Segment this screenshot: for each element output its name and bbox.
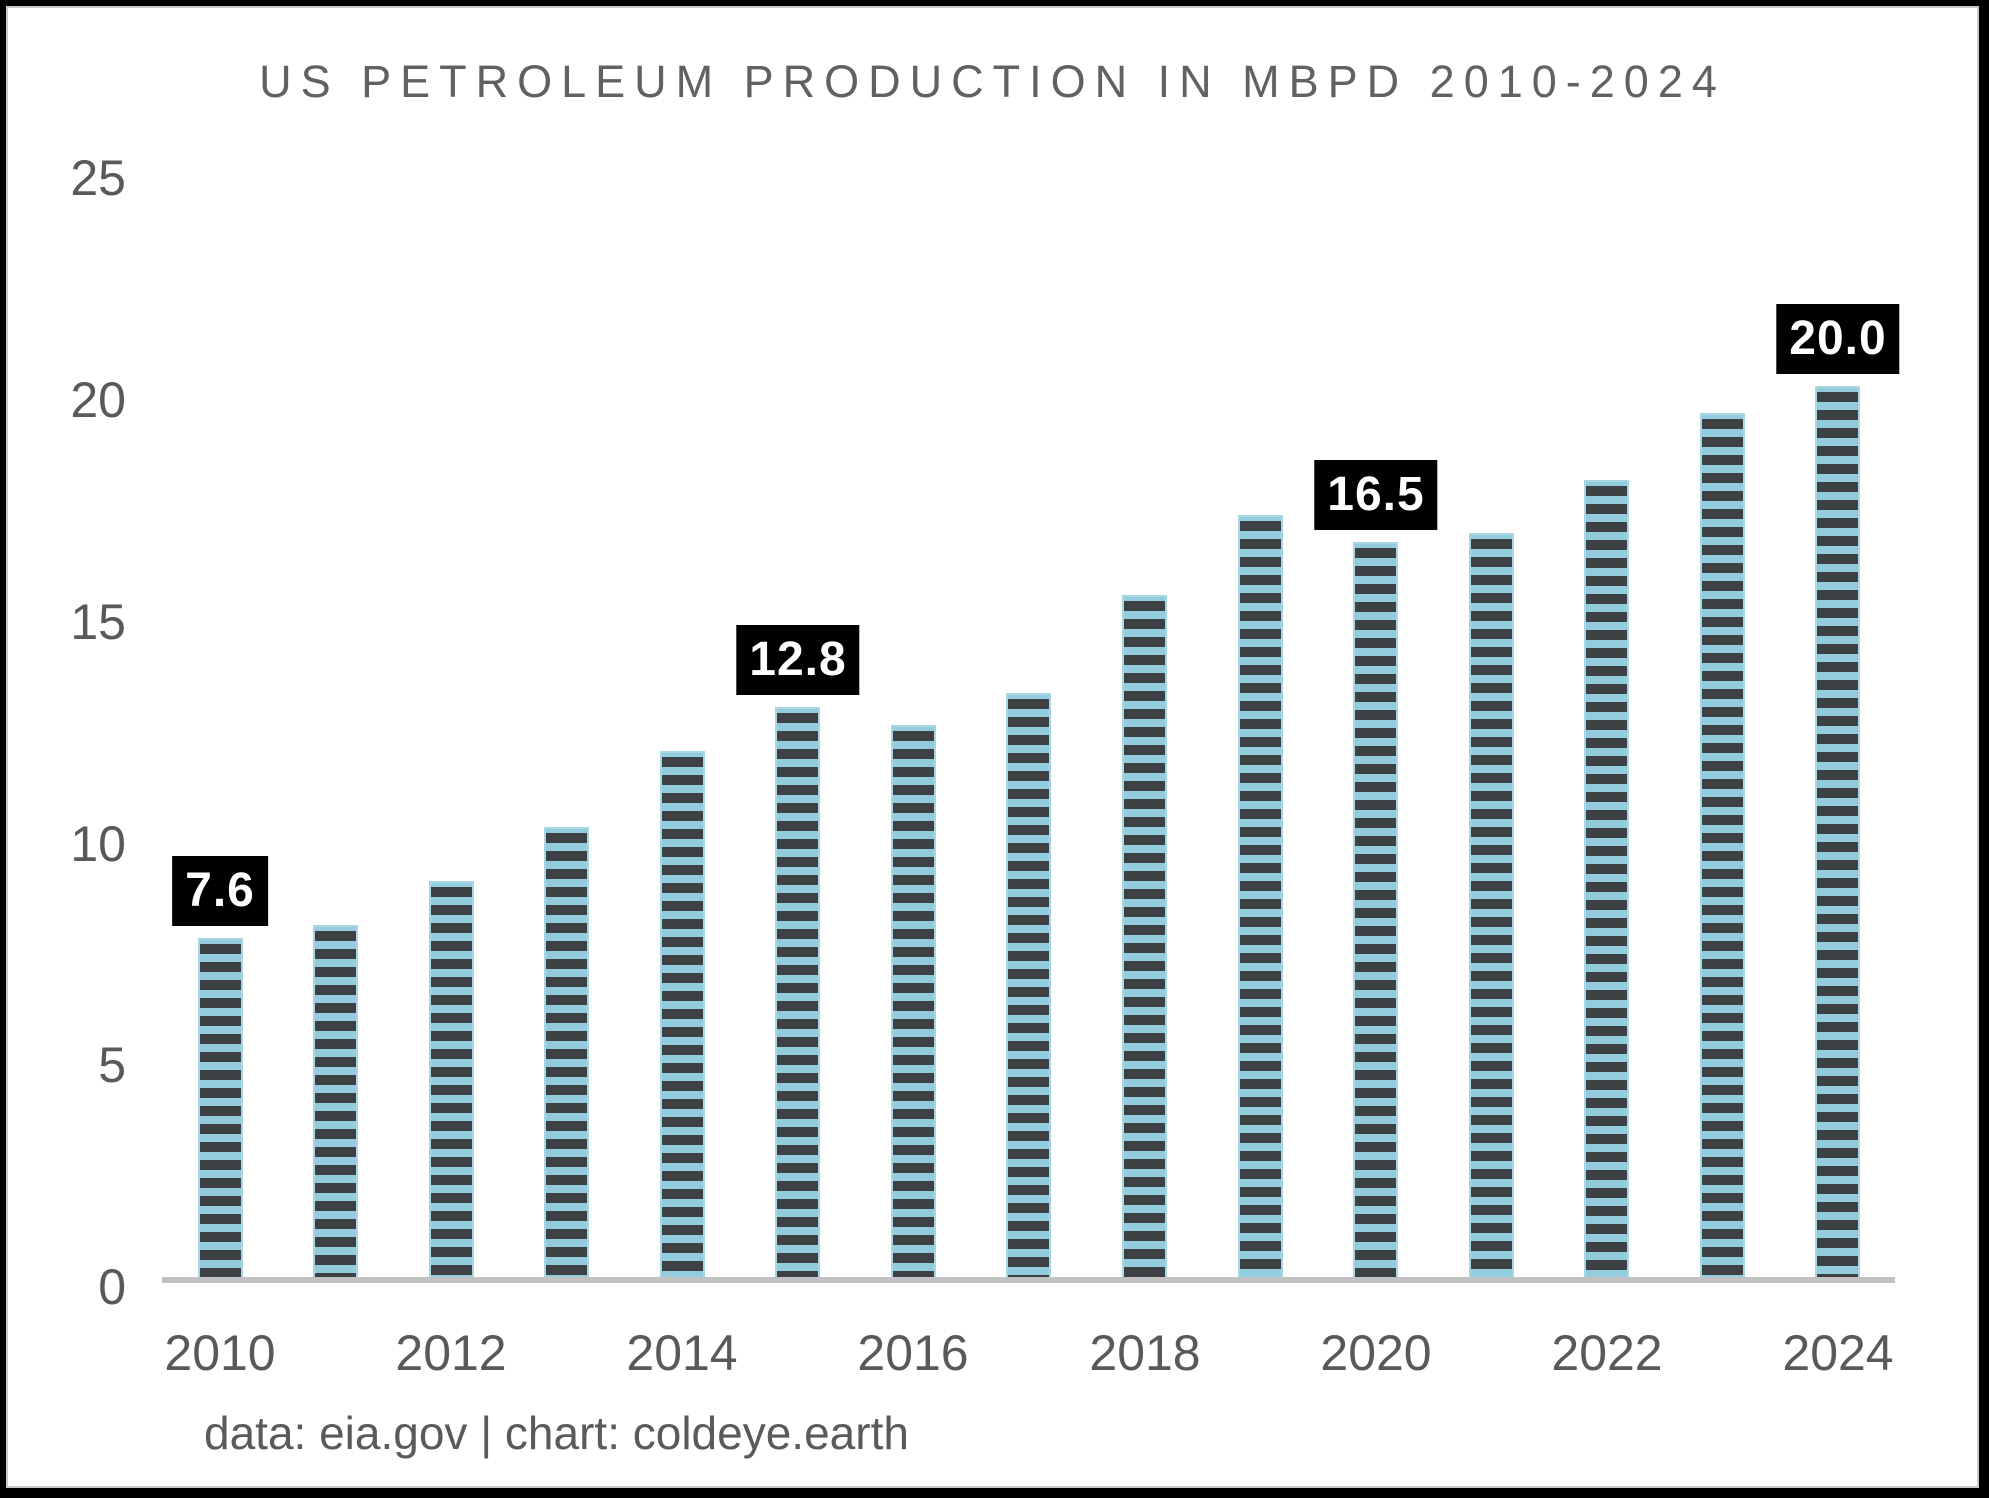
bar-2017 xyxy=(1006,693,1051,1277)
bar-2019 xyxy=(1238,515,1283,1277)
x-tick-label-2012: 2012 xyxy=(395,1325,507,1381)
y-tick-label-0: 0 xyxy=(98,1259,126,1315)
bar-2016 xyxy=(891,725,936,1277)
data-label-2015: 12.8 xyxy=(736,625,860,695)
bar-2013 xyxy=(544,827,589,1277)
x-tick-label-2010: 2010 xyxy=(164,1325,276,1381)
data-label-2020: 16.5 xyxy=(1314,460,1438,530)
bar-2018 xyxy=(1122,595,1167,1277)
chart-title: US PETROLEUM PRODUCTION IN MBPD 2010-202… xyxy=(259,56,1726,107)
bar-2020 xyxy=(1353,542,1398,1277)
x-tick-label-2018: 2018 xyxy=(1089,1325,1201,1381)
bar-2021 xyxy=(1469,533,1514,1277)
y-tick-label-20: 20 xyxy=(70,372,126,428)
x-tick-label-2016: 2016 xyxy=(857,1325,969,1381)
bar-2024 xyxy=(1815,386,1860,1277)
chart-canvas: US PETROLEUM PRODUCTION IN MBPD 2010-202… xyxy=(6,6,1979,1488)
x-tick-label-2022: 2022 xyxy=(1551,1325,1663,1381)
x-tick-label-2014: 2014 xyxy=(626,1325,738,1381)
bar-2022 xyxy=(1584,480,1629,1277)
y-tick-label-5: 5 xyxy=(98,1037,126,1093)
bar-2015 xyxy=(775,707,820,1277)
y-tick-label-10: 10 xyxy=(70,816,126,872)
x-tick-label-2020: 2020 xyxy=(1320,1325,1432,1381)
bar-2012 xyxy=(429,881,474,1277)
data-label-2010: 7.6 xyxy=(172,856,268,926)
bar-2014 xyxy=(660,751,705,1277)
footer-credit: data: eia.gov | chart: coldeye.earth xyxy=(204,1407,909,1459)
x-tick-label-2024: 2024 xyxy=(1782,1325,1894,1381)
bar-2010 xyxy=(198,938,243,1277)
bar-2011 xyxy=(313,925,358,1277)
y-tick-label-25: 25 xyxy=(70,150,126,206)
x-axis-line xyxy=(162,1277,1895,1283)
y-tick-label-15: 15 xyxy=(70,594,126,650)
bar-2023 xyxy=(1700,413,1745,1277)
data-label-2024: 20.0 xyxy=(1776,304,1900,374)
